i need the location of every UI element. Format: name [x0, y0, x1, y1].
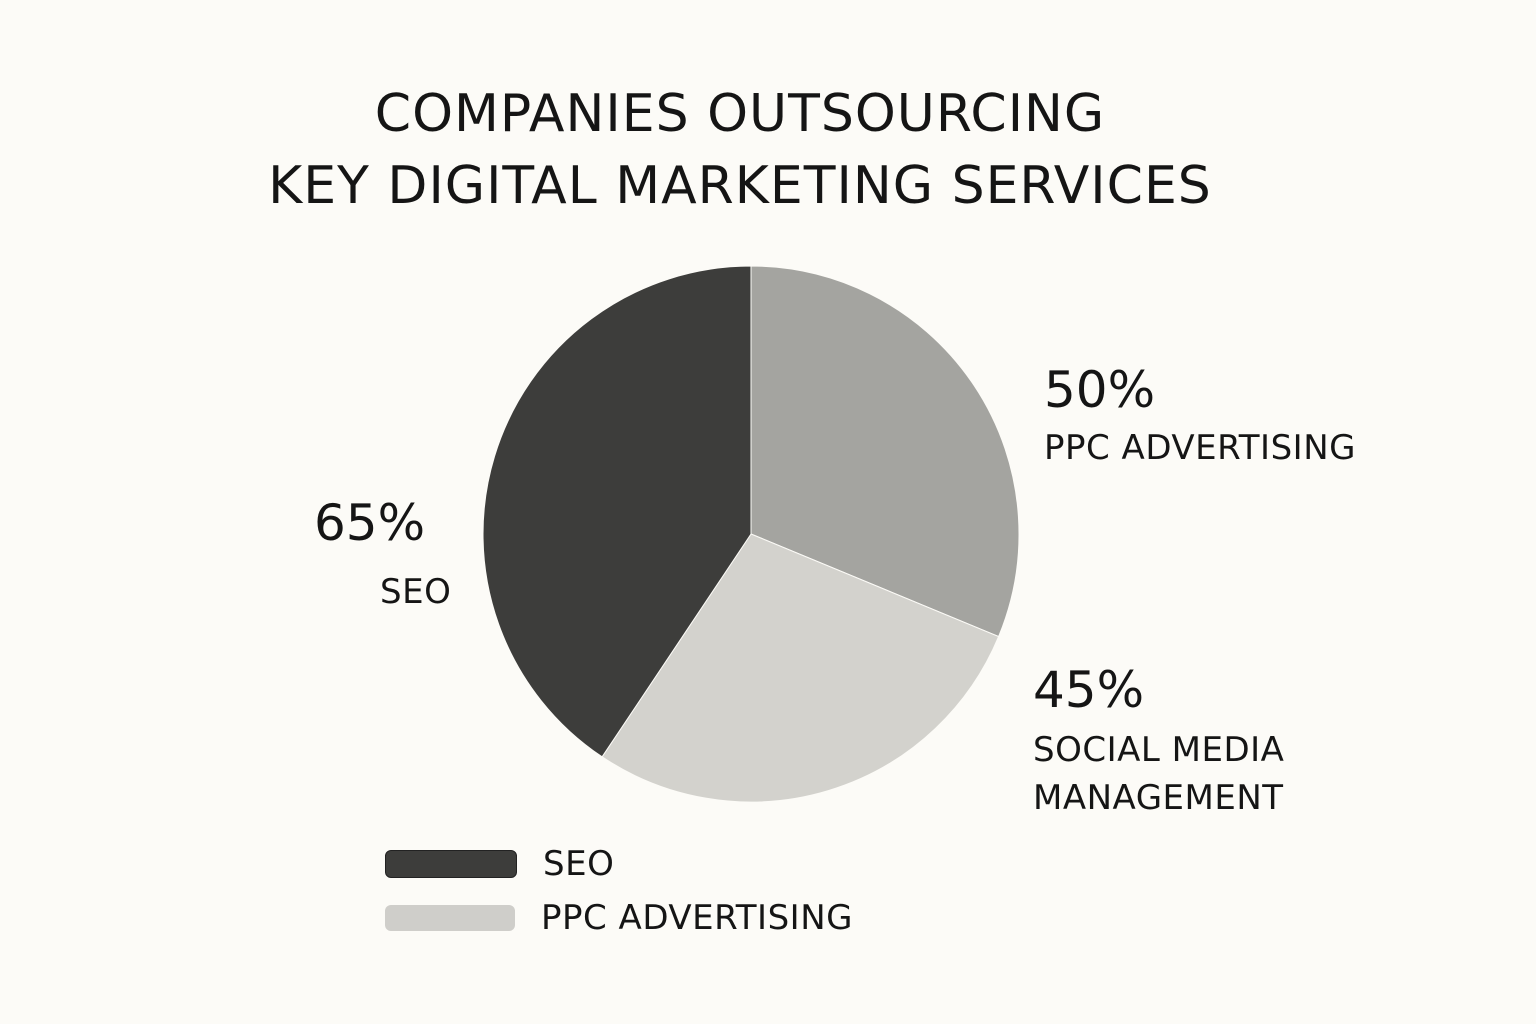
pie-slice-social-media — [601, 533, 1000, 803]
chart-title-line-1: COMPANIES OUTSOURCING — [374, 84, 1106, 144]
slice-label-seo: SEO — [380, 572, 452, 612]
slice-value-seo: 65% — [314, 494, 426, 552]
legend-label-ppc: PPC ADVERTISING — [541, 898, 853, 938]
slice-label-social-line-1: SOCIAL MEDIA — [1033, 730, 1285, 770]
slice-label-ppc: PPC ADVERTISING — [1044, 428, 1356, 468]
slice-value-social: 45% — [1033, 661, 1145, 719]
slice-value-ppc: 50% — [1044, 361, 1156, 419]
legend-item-ppc: PPC ADVERTISING — [385, 898, 853, 938]
legend-item-seo: SEO — [385, 844, 614, 884]
legend-swatch-ppc — [385, 905, 515, 931]
legend-swatch-seo — [385, 850, 517, 878]
pie-slice-ppc — [750, 265, 1020, 638]
pie-slice-seo — [482, 265, 752, 758]
legend-label-seo: SEO — [543, 844, 615, 884]
chart-title-line-2: KEY DIGITAL MARKETING SERVICES — [268, 156, 1212, 216]
slice-label-social-line-2: MANAGEMENT — [1033, 778, 1284, 818]
